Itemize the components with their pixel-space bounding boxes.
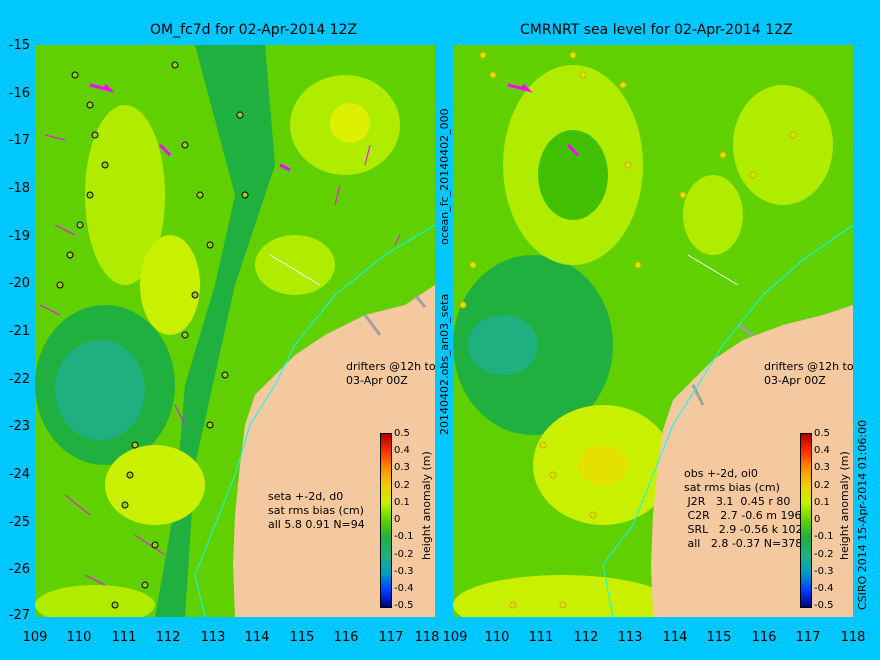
y-tick: -18 xyxy=(8,181,30,196)
left-colorbar xyxy=(380,433,392,608)
colorbar-tick: 0.1 xyxy=(814,497,830,508)
x-tick-right: 109 xyxy=(442,630,468,645)
colorbar-tick: 0.5 xyxy=(394,428,410,439)
colorbar-tick: -0.2 xyxy=(814,549,834,560)
colorbar-tick: -0.3 xyxy=(814,566,834,577)
y-tick: -17 xyxy=(8,133,30,148)
y-tick: -20 xyxy=(8,276,30,291)
colorbar-tick: 0 xyxy=(814,514,821,525)
x-tick-left: 109 xyxy=(22,630,48,645)
colorbar-tick: 0.4 xyxy=(814,445,830,456)
colorbar-tick: 0.4 xyxy=(394,445,410,456)
colorbar-tick: 0.2 xyxy=(814,480,830,491)
x-tick-left: 113 xyxy=(200,630,226,645)
colorbar-tick: -0.2 xyxy=(394,549,414,560)
x-tick-right: 115 xyxy=(706,630,732,645)
colorbar-tick: 0 xyxy=(394,514,401,525)
x-tick-right: 118 xyxy=(840,630,866,645)
x-tick-right: 111 xyxy=(528,630,554,645)
x-tick-right: 110 xyxy=(484,630,510,645)
x-tick-left: 118 xyxy=(414,630,440,645)
colorbar-tick: 0.1 xyxy=(394,497,410,508)
y-tick: -27 xyxy=(8,608,30,623)
colorbar-tick: 0.5 xyxy=(814,428,830,439)
y-tick: -19 xyxy=(8,229,30,244)
x-tick-left: 114 xyxy=(244,630,270,645)
colorbar-axis-label-right: height anomaly (m) xyxy=(838,451,851,560)
x-tick-right: 112 xyxy=(573,630,599,645)
y-tick: -26 xyxy=(8,562,30,577)
y-tick: -15 xyxy=(8,38,30,53)
side-label-copyright: CSIRO 2014 15-Apr-2014 01:06:00 xyxy=(856,419,869,610)
x-tick-left: 111 xyxy=(111,630,137,645)
x-tick-right: 114 xyxy=(662,630,688,645)
left-map-panel xyxy=(35,45,435,617)
y-tick: -25 xyxy=(8,515,30,530)
left-legend-note: seta +-2d, d0 sat rms bias (cm) all 5.8 … xyxy=(268,490,365,531)
y-tick: -22 xyxy=(8,372,30,387)
right-map-panel xyxy=(453,45,853,617)
y-tick: -21 xyxy=(8,324,30,339)
x-tick-right: 113 xyxy=(617,630,643,645)
colorbar-tick: -0.5 xyxy=(394,600,414,611)
side-label-forecast: ocean_fc_20140402_000 xyxy=(438,108,451,245)
colorbar-tick: 0.3 xyxy=(814,462,830,473)
left-drifters-text: drifters @12h to 03-Apr 00Z xyxy=(346,360,436,387)
colorbar-tick: -0.4 xyxy=(814,583,834,594)
right-legend-note: obs +-2d, oi0 sat rms bias (cm) J2R 3.1 … xyxy=(684,467,803,550)
colorbar-tick: -0.3 xyxy=(394,566,414,577)
right-colorbar xyxy=(800,433,812,608)
colorbar-tick: 0.2 xyxy=(394,480,410,491)
colorbar-tick: -0.5 xyxy=(814,600,834,611)
y-tick: -23 xyxy=(8,419,30,434)
colorbar-tick: -0.4 xyxy=(394,583,414,594)
right-panel-title: CMRNRT sea level for 02-Apr-2014 12Z xyxy=(520,22,793,38)
x-tick-right: 117 xyxy=(795,630,821,645)
x-tick-left: 116 xyxy=(333,630,359,645)
x-tick-left: 112 xyxy=(155,630,181,645)
x-tick-left: 115 xyxy=(289,630,315,645)
left-panel-title: OM_fc7d for 02-Apr-2014 12Z xyxy=(150,22,358,38)
colorbar-axis-label-left: height anomaly (m) xyxy=(420,451,433,560)
colorbar-tick: 0.3 xyxy=(394,462,410,473)
colorbar-tick: -0.1 xyxy=(814,531,834,542)
y-tick: -24 xyxy=(8,467,30,482)
side-label-obs: 20140402.obs_an03_seta xyxy=(438,293,451,435)
y-tick: -16 xyxy=(8,86,30,101)
x-tick-left: 110 xyxy=(66,630,92,645)
colorbar-tick: -0.1 xyxy=(394,531,414,542)
x-tick-left: 117 xyxy=(378,630,404,645)
right-drifters-text: drifters @12h to 03-Apr 00Z xyxy=(764,360,854,387)
x-tick-right: 116 xyxy=(751,630,777,645)
